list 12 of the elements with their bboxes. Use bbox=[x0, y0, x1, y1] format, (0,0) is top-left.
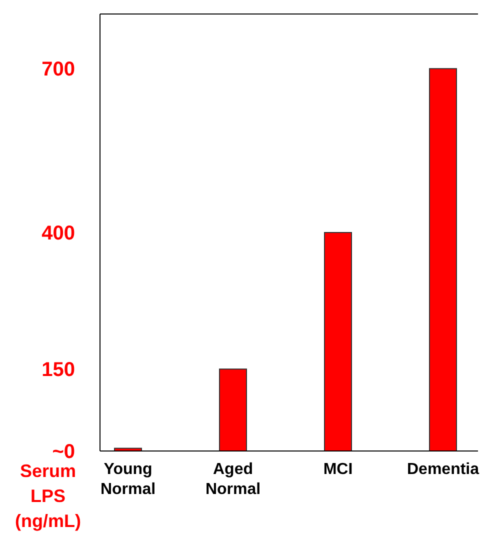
x-tick-label: Dementia bbox=[406, 461, 480, 478]
y-axis-title: Serum LPS (ng/mL) bbox=[15, 461, 81, 531]
bar bbox=[429, 68, 457, 452]
y-tick-label: ~0 bbox=[52, 441, 75, 463]
y-tick-label: 400 bbox=[42, 222, 75, 244]
bar bbox=[219, 368, 247, 452]
y-tick-label: 150 bbox=[42, 359, 75, 382]
x-tick-label: Aged Normal bbox=[205, 461, 261, 498]
x-tick-label: Young Normal bbox=[100, 461, 156, 498]
y-tick-label: 700 bbox=[42, 58, 75, 81]
x-tick-label: MCI bbox=[323, 461, 353, 478]
bar bbox=[324, 232, 352, 452]
